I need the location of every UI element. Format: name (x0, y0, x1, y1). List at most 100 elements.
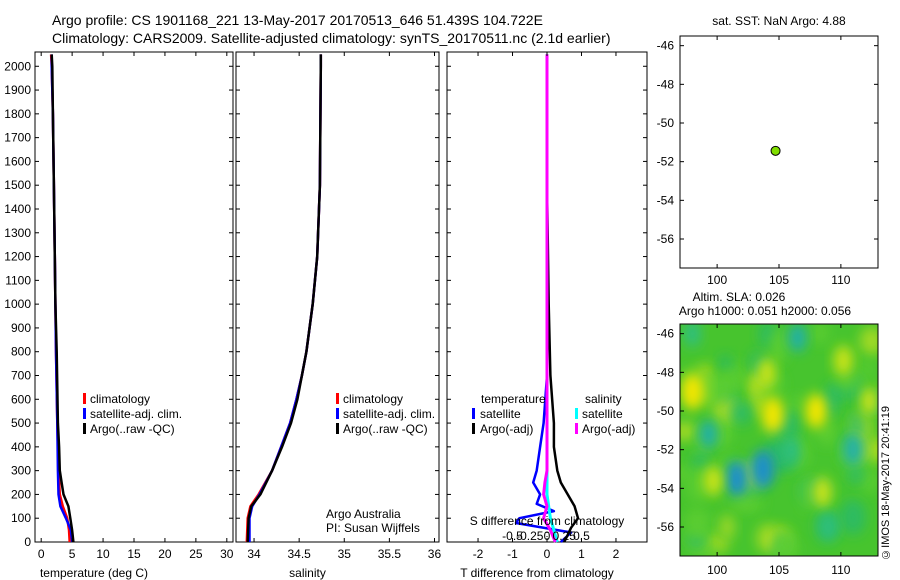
difference-line-t-satellite (514, 54, 573, 543)
depth-y-tick-label: 400 (11, 440, 31, 454)
sla-map-x-tick-label: 100 (707, 563, 727, 577)
salinity-x-tick-label: 34 (247, 547, 261, 561)
sla-map-x-tick-label: 105 (769, 563, 789, 577)
difference-t-x-tick-label: 0 (544, 547, 551, 561)
temperature-x-tick-label: 30 (220, 547, 234, 561)
temperature-x-axis-label: temperature (deg C) (40, 566, 148, 580)
depth-y-tick-label: 1600 (4, 154, 31, 168)
depth-y-tick-label: 500 (11, 416, 31, 430)
sla-map-title-line2: Argo h1000: 0.051 h2000: 0.056 (679, 304, 851, 318)
salinity-line-climatology (245, 54, 323, 543)
salinity-x-axis-label: salinity (289, 566, 326, 580)
sla-map-y-tick-label: -46 (657, 327, 675, 341)
sla-map-y-tick-label: -52 (657, 443, 675, 457)
salinity-legend-title: salinity (585, 392, 622, 406)
sla-heatmap-texture-cell (756, 523, 778, 554)
salinity-legend-label: climatology (343, 392, 403, 406)
sla-heatmap-texture-cell (705, 543, 720, 556)
difference-s-axis-label: S difference from climatology (470, 514, 625, 528)
pi-annotation: PI: Susan Wijffels (326, 521, 420, 535)
difference-line-t-argo--adj- (545, 54, 580, 543)
sst-map-title: sat. SST: NaN Argo: 4.88 (712, 14, 846, 28)
temperature-x-tick-label: 20 (158, 547, 172, 561)
salinity-x-tick-label: 35.5 (378, 547, 402, 561)
depth-y-tick-label: 1700 (4, 131, 31, 145)
argo-australia-annotation: Argo Australia (326, 507, 401, 521)
difference-salinity-legend-label: satellite (582, 407, 623, 421)
temperature-x-tick-label: 25 (189, 547, 203, 561)
salinity-legend-label: satellite-adj. clim. (343, 407, 435, 421)
sla-heatmap-cell (820, 514, 837, 540)
difference-temperature-legend-swatch (472, 408, 475, 419)
sla-heatmap-texture-cell (799, 477, 814, 511)
temperature-x-tick-label: 10 (96, 547, 110, 561)
depth-y-tick-label: 1200 (4, 250, 31, 264)
depth-y-tick-label: 700 (11, 368, 31, 382)
sla-heatmap-cell (703, 465, 724, 496)
depth-y-tick-label: 900 (11, 321, 31, 335)
difference-t-x-tick-label: 2 (613, 547, 620, 561)
sla-heatmap-texture-cell (834, 373, 862, 390)
difference-s-tick-label: 0 (544, 529, 551, 543)
sla-heatmap-texture-cell (683, 507, 711, 539)
sla-heatmap-texture-cell (781, 408, 800, 441)
sla-heatmap-texture-cell (789, 394, 803, 411)
sla-heatmap-cell (680, 373, 704, 410)
sst-map-y-tick-label: -56 (657, 232, 675, 246)
salinity-x-tick-label: 36 (428, 547, 442, 561)
difference-t-x-tick-label: -2 (473, 547, 484, 561)
salinity-panel-frame (235, 51, 440, 543)
sla-heatmap-texture-cell (779, 530, 795, 556)
salinity-legend-swatch (336, 423, 339, 434)
depth-y-tick-label: 100 (11, 511, 31, 525)
sla-heatmap-texture-cell (680, 421, 697, 441)
sla-heatmap-texture-cell (859, 468, 878, 493)
temperature-x-tick-label: 5 (69, 547, 76, 561)
depth-y-tick-label: 1300 (4, 226, 31, 240)
salinity-x-tick-label: 34.5 (287, 547, 311, 561)
sla-heatmap-texture-cell (691, 453, 710, 471)
sla-heatmap-cell (833, 345, 853, 377)
sla-map-y-tick-label: -48 (657, 365, 675, 379)
sla-heatmap-texture-cell (840, 499, 866, 536)
sla-heatmap-cell (750, 449, 775, 489)
difference-temperature-legend-label: satellite (480, 407, 521, 421)
figure-title-line2: Climatology: CARS2009. Satellite-adjuste… (52, 30, 611, 46)
argo-float-marker (770, 145, 781, 156)
temperature-legend-label: climatology (90, 392, 150, 406)
temperature-panel-frame (34, 51, 234, 543)
sla-heatmap-texture-cell (847, 467, 864, 485)
difference-salinity-legend-label: Argo(-adj) (582, 422, 635, 436)
temperature-legend-title: temperature (481, 392, 546, 406)
sla-heatmap-cell (726, 461, 748, 496)
depth-y-tick-label: 200 (11, 487, 31, 501)
depth-y-tick-label: 300 (11, 464, 31, 478)
difference-t-x-tick-label: -1 (507, 547, 518, 561)
depth-y-tick-label: 0 (24, 535, 31, 549)
depth-y-tick-label: 1800 (4, 107, 31, 121)
depth-y-tick-label: 2000 (4, 59, 31, 73)
sla-map-y-tick-label: -56 (657, 520, 675, 534)
sla-heatmap-texture-cell (816, 421, 839, 446)
temperature-legend-label: satellite-adj. clim. (90, 407, 182, 421)
sla-heatmap-texture-cell (860, 359, 874, 380)
temperature-x-tick-label: 15 (127, 547, 141, 561)
sla-heatmap (680, 324, 878, 556)
depth-y-tick-label: 1400 (4, 202, 31, 216)
sla-heatmap-cell (782, 436, 800, 464)
temperature-line-argo---raw--qc- (50, 54, 75, 543)
sla-heatmap-texture-cell (811, 324, 830, 345)
sla-heatmap-cell (805, 393, 827, 429)
temperature-legend-swatch (83, 408, 86, 419)
salinity-line-argo---raw--qc- (246, 54, 323, 543)
sla-heatmap-cell (683, 324, 701, 348)
sst-map-x-tick-label: 100 (707, 273, 727, 287)
sla-map-y-tick-label: -50 (657, 404, 675, 418)
depth-y-tick-label: 1500 (4, 178, 31, 192)
sla-heatmap-texture-cell (713, 415, 726, 452)
salinity-legend-label: Argo(..raw -QC) (343, 422, 428, 436)
sla-map-x-tick-label: 110 (831, 563, 850, 577)
sla-heatmap-texture-cell (769, 328, 789, 364)
difference-line-s-argo--adj- (542, 54, 557, 543)
sla-map-title-line1: Altim. SLA: 0.026 (693, 290, 786, 304)
